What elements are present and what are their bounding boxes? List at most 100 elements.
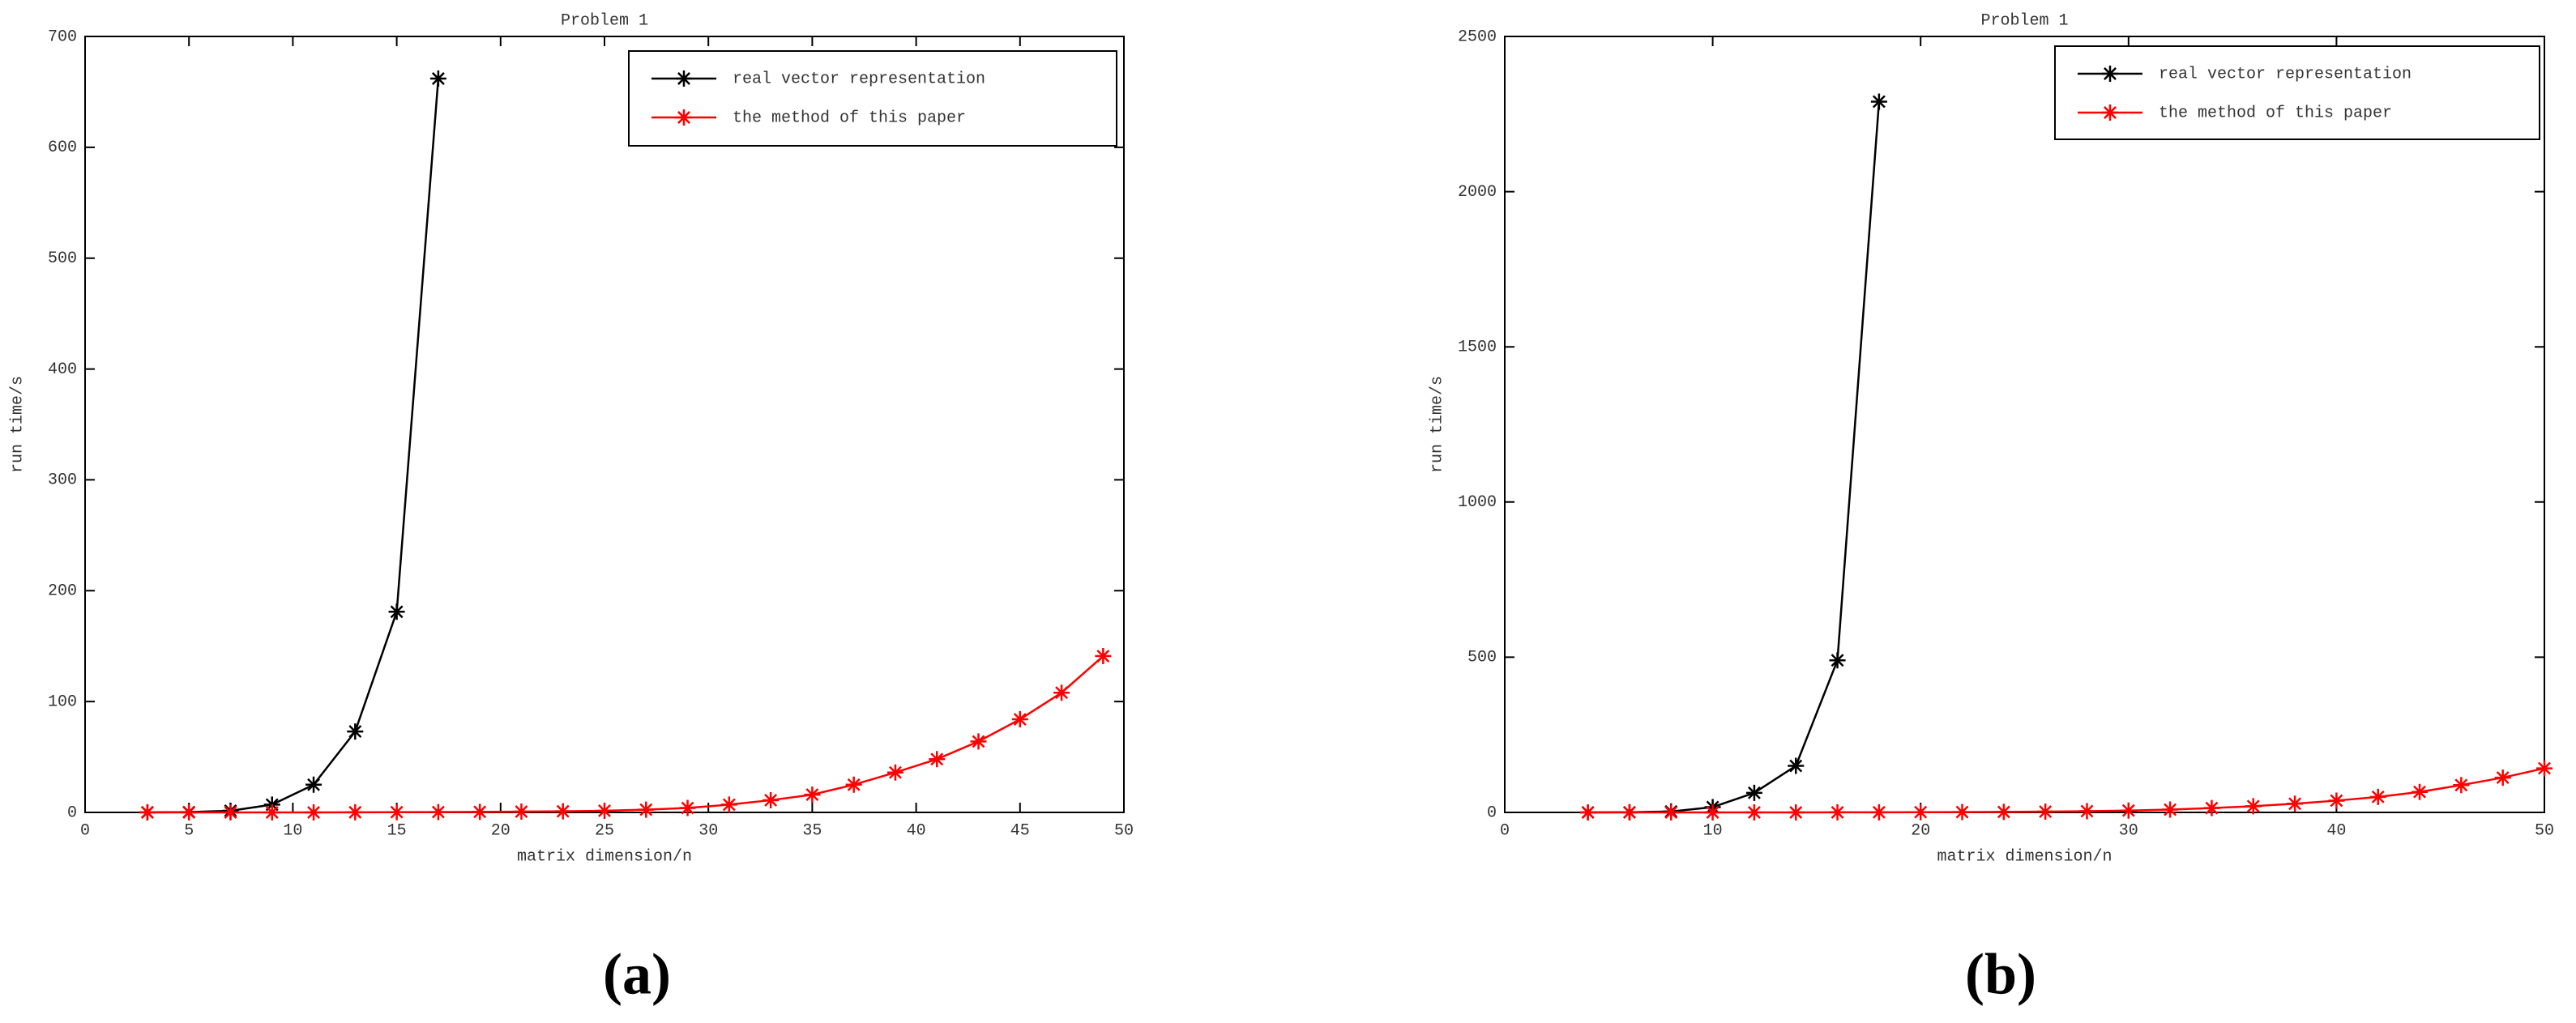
marker — [388, 603, 405, 620]
marker — [2037, 803, 2054, 821]
plot-frame — [1504, 36, 2545, 813]
marker — [429, 803, 446, 821]
y-tick-label: 0 — [67, 803, 77, 822]
x-tick-label: 15 — [387, 821, 407, 840]
marker — [2203, 799, 2220, 816]
caption: (a) — [603, 942, 671, 1007]
series-line — [1587, 101, 1881, 814]
x-axis-label: matrix dimension/n — [1937, 847, 2112, 866]
legend: real vector representation the method of … — [2054, 45, 2540, 140]
y-tick-label: 0 — [1487, 803, 1497, 822]
x-tick-label: 40 — [907, 821, 926, 840]
chart: Problem 1 matrix dimension/n run time/s (a)… — [8, 11, 1134, 1006]
y-tick-label: 2500 — [1458, 28, 1497, 46]
y-tick-label: 1000 — [1458, 493, 1497, 512]
marker — [554, 803, 571, 820]
marker — [886, 764, 904, 781]
marker — [1788, 757, 1805, 774]
x-tick-label: 5 — [184, 821, 194, 840]
marker — [388, 803, 405, 821]
marker — [2369, 788, 2386, 805]
marker — [679, 799, 696, 816]
x-tick-label: 35 — [802, 821, 822, 840]
x-tick-label: 25 — [595, 821, 614, 840]
marker — [1579, 804, 1596, 821]
legend-box — [2054, 45, 2540, 140]
y-tick-label: 600 — [48, 139, 77, 157]
x-tick-label: 30 — [698, 821, 718, 840]
chart: Problem 1 matrix dimension/n run time/s (b)… — [1428, 11, 2554, 1006]
y-axis-label: run time/s — [1428, 376, 1446, 473]
marker — [347, 723, 364, 740]
y-tick-label: 100 — [48, 693, 77, 711]
y-tick-label: 200 — [48, 582, 77, 601]
plot-frame — [84, 36, 1125, 813]
x-axis-label: matrix dimension/n — [517, 847, 692, 866]
marker — [2120, 802, 2137, 819]
marker — [181, 804, 198, 821]
x-tick-label: 40 — [2326, 821, 2346, 840]
marker — [1829, 803, 1846, 821]
x-tick-label: 50 — [1114, 821, 1134, 840]
legend-label: the method of this paper — [2159, 104, 2392, 122]
marker — [263, 804, 280, 821]
y-tick-label: 2000 — [1458, 183, 1497, 202]
y-axis-label: run time/s — [8, 376, 27, 473]
marker — [1745, 804, 1762, 821]
x-tick-label: 0 — [1500, 821, 1510, 840]
y-tick-label: 700 — [48, 28, 77, 46]
marker — [305, 804, 323, 821]
marker — [2287, 795, 2304, 812]
y-tick-label: 300 — [48, 471, 77, 490]
x-tick-label: 10 — [283, 821, 302, 840]
marker — [1870, 803, 1887, 821]
legend-marker — [2102, 66, 2118, 82]
legend-box — [628, 50, 1117, 147]
x-tick-label: 50 — [2535, 821, 2554, 840]
y-tick-label: 1500 — [1458, 338, 1497, 356]
marker — [2412, 783, 2429, 800]
marker — [305, 776, 323, 793]
marker — [929, 751, 946, 768]
chart-title: Problem 1 — [1980, 11, 2068, 30]
series-line — [1587, 767, 2545, 814]
marker — [1053, 684, 1070, 701]
y-tick-label: 500 — [1467, 649, 1497, 667]
legend-label: real vector representation — [2159, 65, 2412, 83]
caption: (b) — [1965, 942, 2036, 1007]
x-tick-label: 20 — [1911, 821, 1930, 840]
x-tick-label: 10 — [1703, 821, 1723, 840]
marker — [845, 776, 862, 793]
marker — [1704, 804, 1721, 821]
marker — [1995, 803, 2012, 821]
marker — [1788, 804, 1805, 821]
marker — [513, 803, 530, 821]
marker — [222, 804, 239, 821]
marker — [1870, 93, 1887, 110]
y-tick-label: 400 — [48, 360, 77, 379]
x-tick-label: 0 — [80, 821, 90, 840]
marker — [1011, 711, 1028, 728]
marker — [2078, 803, 2095, 820]
series-line — [147, 78, 440, 814]
x-tick-label: 20 — [491, 821, 511, 840]
y-tick-label: 500 — [48, 249, 77, 268]
marker — [1745, 784, 1762, 801]
legend-label: real vector representation — [733, 70, 985, 88]
marker — [2494, 769, 2511, 786]
x-tick-label: 30 — [2119, 821, 2138, 840]
marker — [1912, 803, 1929, 821]
marker — [2328, 792, 2345, 809]
marker — [2245, 798, 2262, 815]
marker — [472, 803, 489, 821]
x-tick-label: 45 — [1010, 821, 1030, 840]
marker — [1663, 804, 1680, 821]
marker — [429, 70, 446, 87]
legend: real vector representation the method of … — [628, 50, 1117, 147]
marker — [2536, 760, 2553, 777]
marker — [970, 733, 987, 750]
marker — [596, 802, 613, 819]
chart-title: Problem 1 — [561, 11, 648, 30]
